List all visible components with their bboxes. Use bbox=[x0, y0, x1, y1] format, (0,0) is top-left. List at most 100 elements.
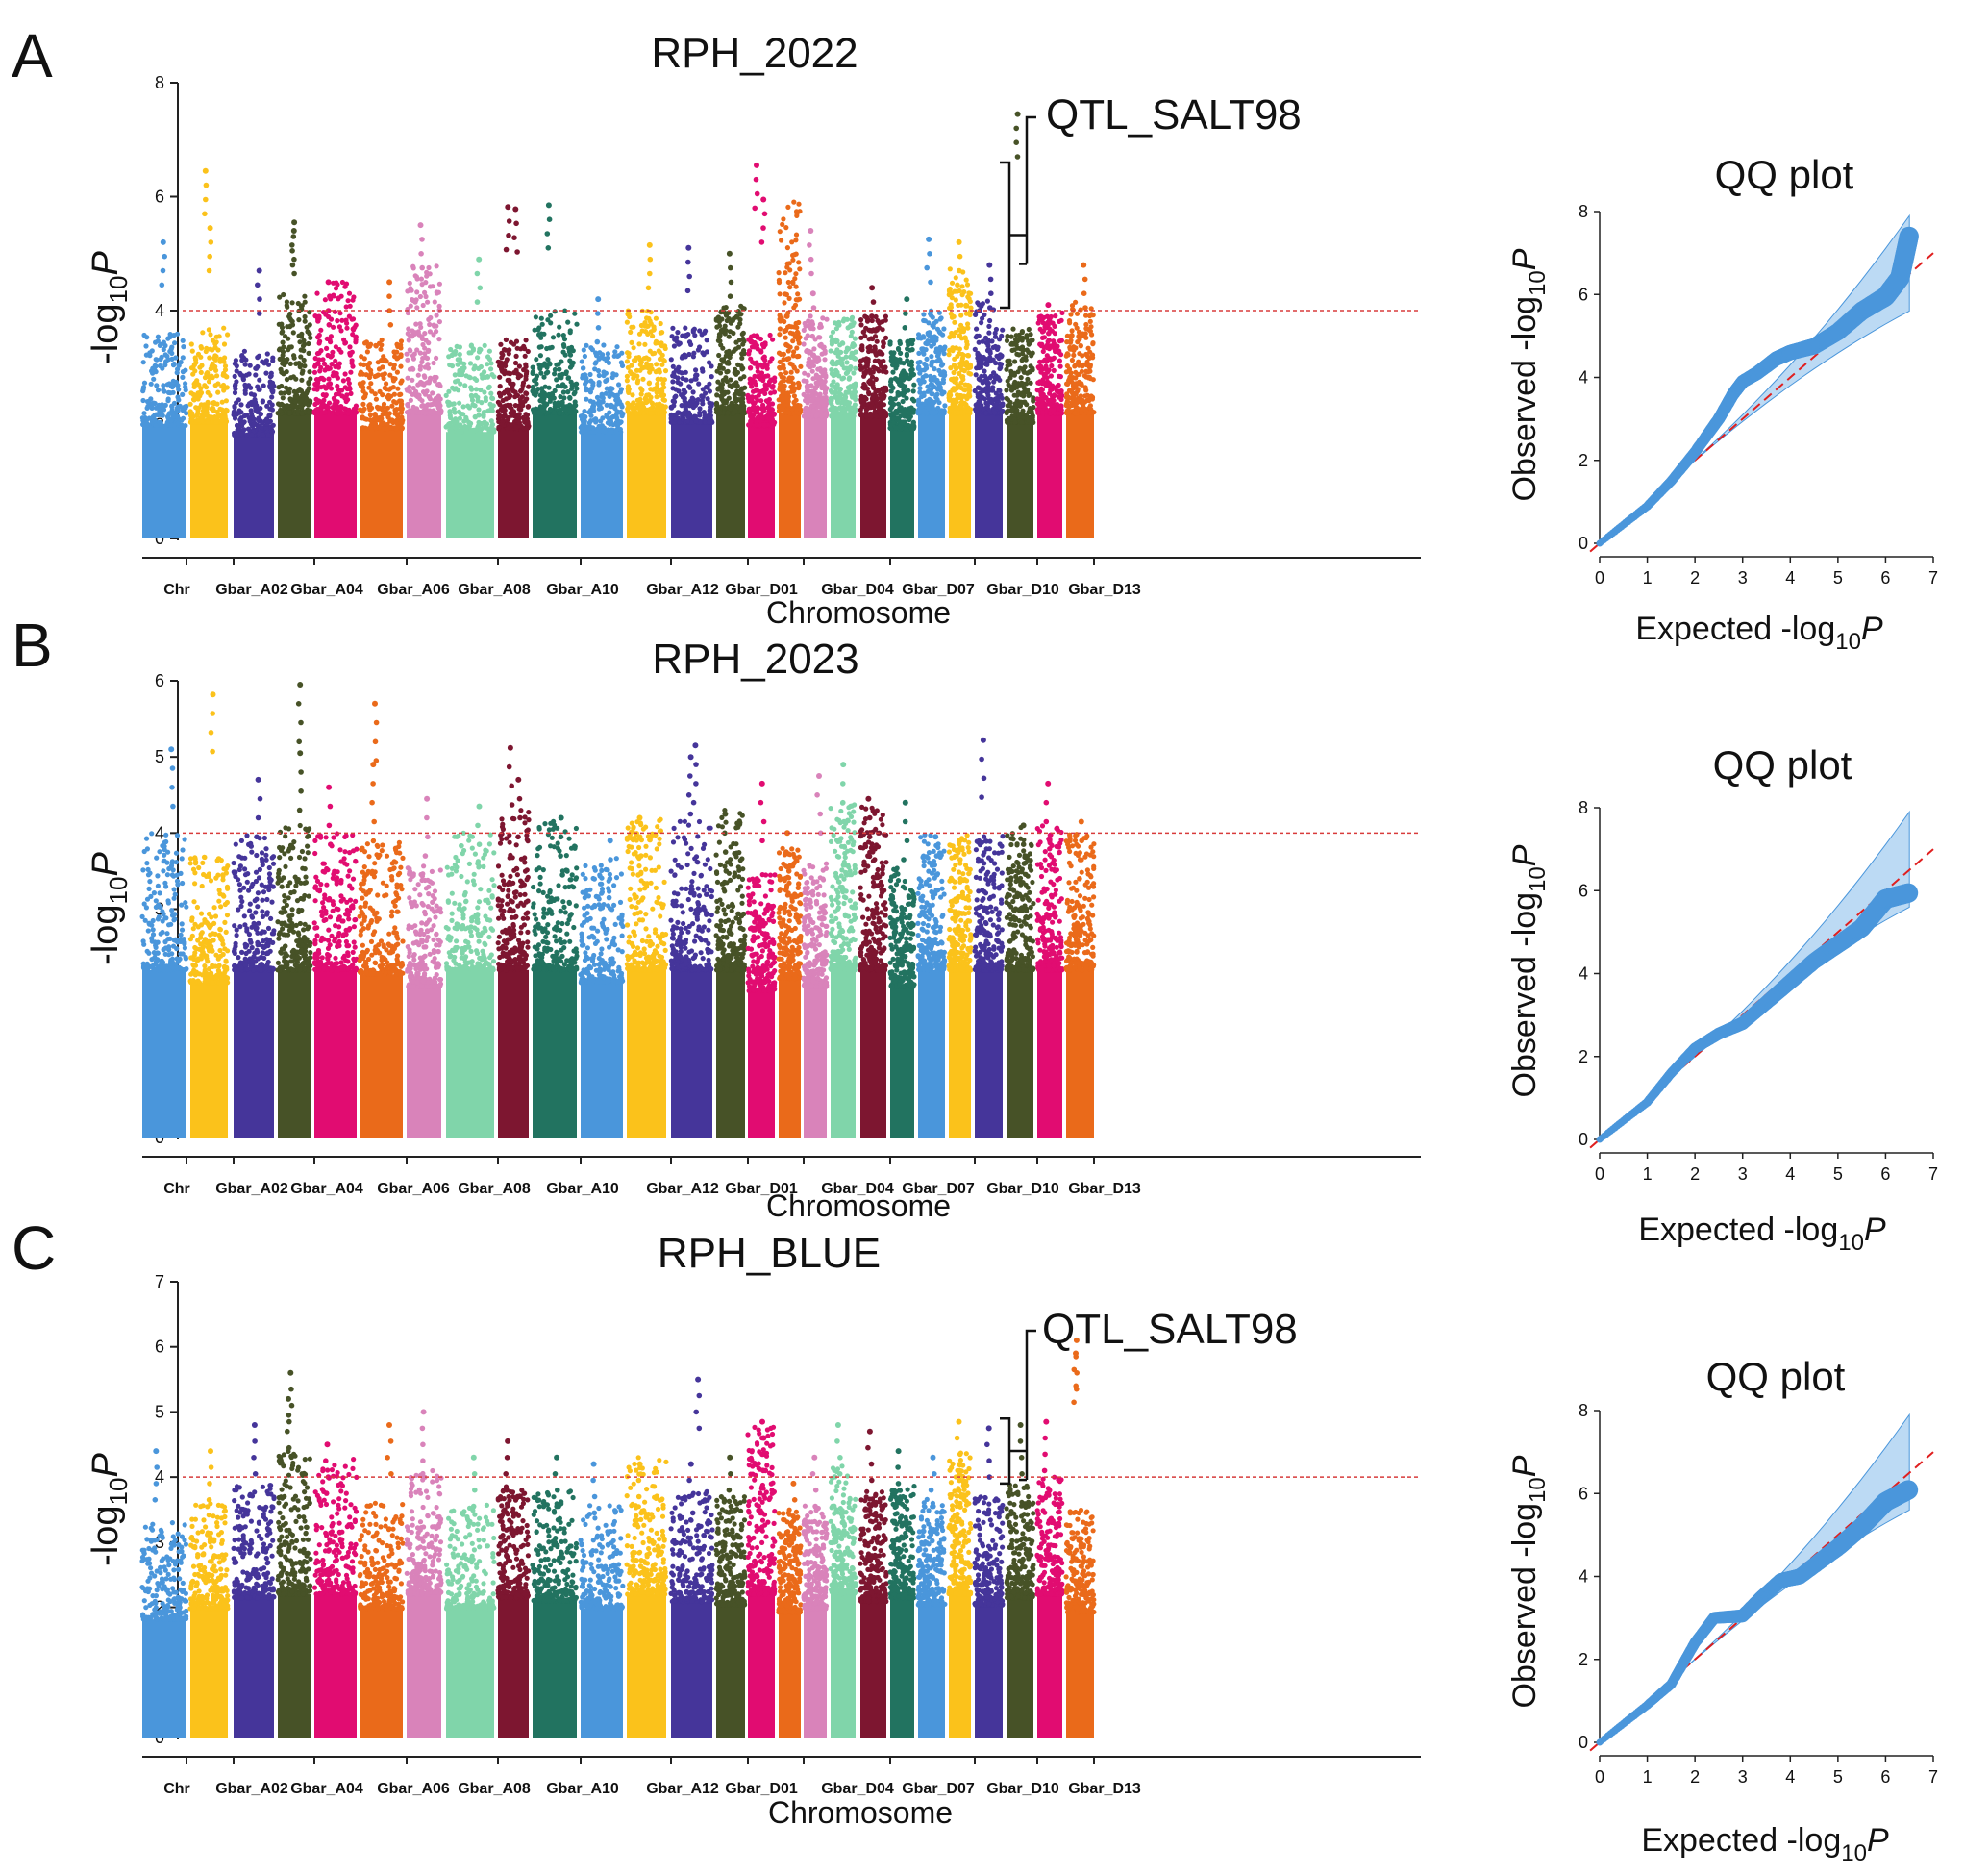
snp-point bbox=[817, 365, 823, 372]
snp-point bbox=[279, 325, 286, 331]
snp-point bbox=[647, 363, 653, 368]
snp-point bbox=[302, 400, 308, 406]
snp-point bbox=[609, 404, 614, 410]
ylabel-sub-a: 10 bbox=[104, 276, 133, 304]
snp-point bbox=[158, 357, 163, 363]
snp-point bbox=[923, 363, 929, 368]
snp-point bbox=[916, 350, 922, 356]
snp-point bbox=[838, 391, 844, 397]
snp-point bbox=[167, 348, 173, 355]
snp-point bbox=[420, 302, 426, 309]
snp-point bbox=[224, 385, 230, 390]
snp-point bbox=[306, 386, 311, 391]
snp-point bbox=[495, 399, 502, 405]
snp-point bbox=[176, 387, 182, 392]
snp-point bbox=[583, 414, 588, 420]
snp-point bbox=[212, 344, 218, 351]
snp-point bbox=[256, 387, 261, 392]
snp-point bbox=[390, 385, 396, 390]
snp-point bbox=[334, 373, 339, 379]
snp-point bbox=[865, 345, 871, 351]
snp-point bbox=[313, 377, 320, 383]
snp-point bbox=[716, 352, 722, 359]
snp-point bbox=[311, 387, 317, 392]
snp-point bbox=[225, 332, 231, 338]
snp-point bbox=[956, 394, 961, 400]
snp-point bbox=[248, 408, 254, 413]
chromosome-block bbox=[446, 432, 494, 538]
snp-point bbox=[631, 358, 637, 363]
snp-point bbox=[188, 341, 194, 347]
snp-point bbox=[921, 317, 927, 323]
snp-point bbox=[749, 397, 755, 403]
snp-point bbox=[966, 296, 972, 302]
snp-point bbox=[670, 363, 676, 369]
snp-point bbox=[191, 384, 197, 389]
snp-point bbox=[822, 398, 829, 404]
snp-point bbox=[647, 369, 653, 375]
snp-point bbox=[596, 380, 602, 386]
snp-point bbox=[612, 349, 618, 355]
snp-point bbox=[657, 401, 662, 407]
snp-point bbox=[872, 344, 878, 350]
snp-point bbox=[446, 402, 452, 408]
snp-point bbox=[934, 379, 940, 385]
snp-point bbox=[207, 355, 212, 361]
snp-point bbox=[936, 400, 942, 406]
snp-point bbox=[293, 376, 299, 382]
snp-point bbox=[858, 358, 864, 363]
qtl-annotation-a: QTL_SALT98 bbox=[1046, 91, 1302, 138]
snp-point bbox=[191, 396, 198, 402]
snp-point bbox=[202, 383, 208, 388]
snp-point bbox=[485, 408, 491, 414]
snp-point bbox=[676, 410, 682, 415]
snp-point bbox=[338, 328, 344, 334]
snp-point bbox=[932, 334, 937, 339]
snp-point bbox=[880, 351, 885, 357]
snp-point bbox=[434, 323, 439, 329]
snp-point bbox=[424, 271, 430, 277]
snp-point bbox=[366, 385, 372, 390]
snp-point bbox=[552, 366, 559, 373]
snp-point bbox=[762, 341, 768, 348]
snp-point bbox=[901, 412, 907, 417]
snp-point bbox=[282, 405, 287, 411]
snp-point bbox=[619, 413, 625, 419]
snp-point bbox=[593, 350, 599, 356]
snp-point bbox=[887, 406, 893, 413]
snp-point bbox=[395, 386, 401, 391]
snp-point bbox=[280, 329, 286, 335]
snp-point bbox=[627, 313, 633, 320]
snp-point bbox=[346, 313, 352, 319]
snp-point bbox=[819, 385, 825, 391]
snp-point bbox=[697, 413, 703, 418]
snp-point bbox=[950, 348, 956, 354]
snp-point bbox=[790, 338, 796, 344]
snp-point bbox=[148, 381, 154, 387]
snp-point bbox=[838, 349, 844, 355]
snp-point bbox=[301, 338, 307, 343]
snp-point bbox=[844, 360, 850, 365]
snp-point bbox=[953, 275, 958, 281]
snp-point bbox=[753, 388, 758, 393]
snp-point bbox=[360, 401, 366, 407]
snp-point bbox=[721, 399, 727, 405]
snp-point bbox=[219, 407, 225, 413]
snp-point bbox=[852, 336, 858, 341]
snp-point bbox=[312, 363, 318, 369]
snp-point bbox=[869, 401, 875, 407]
snp-point bbox=[833, 390, 838, 396]
snp-point bbox=[316, 357, 322, 363]
snp-point bbox=[801, 341, 807, 347]
snp-point bbox=[798, 363, 804, 369]
snp-point bbox=[505, 377, 510, 383]
snp-point bbox=[737, 376, 744, 382]
snp-point bbox=[365, 365, 371, 371]
snp-point bbox=[432, 299, 437, 305]
snp-point bbox=[851, 320, 857, 326]
snp-point bbox=[374, 373, 380, 379]
snp-point bbox=[339, 317, 345, 323]
snp-point bbox=[919, 394, 925, 400]
snp-point bbox=[786, 410, 792, 416]
snp-point bbox=[265, 432, 271, 438]
